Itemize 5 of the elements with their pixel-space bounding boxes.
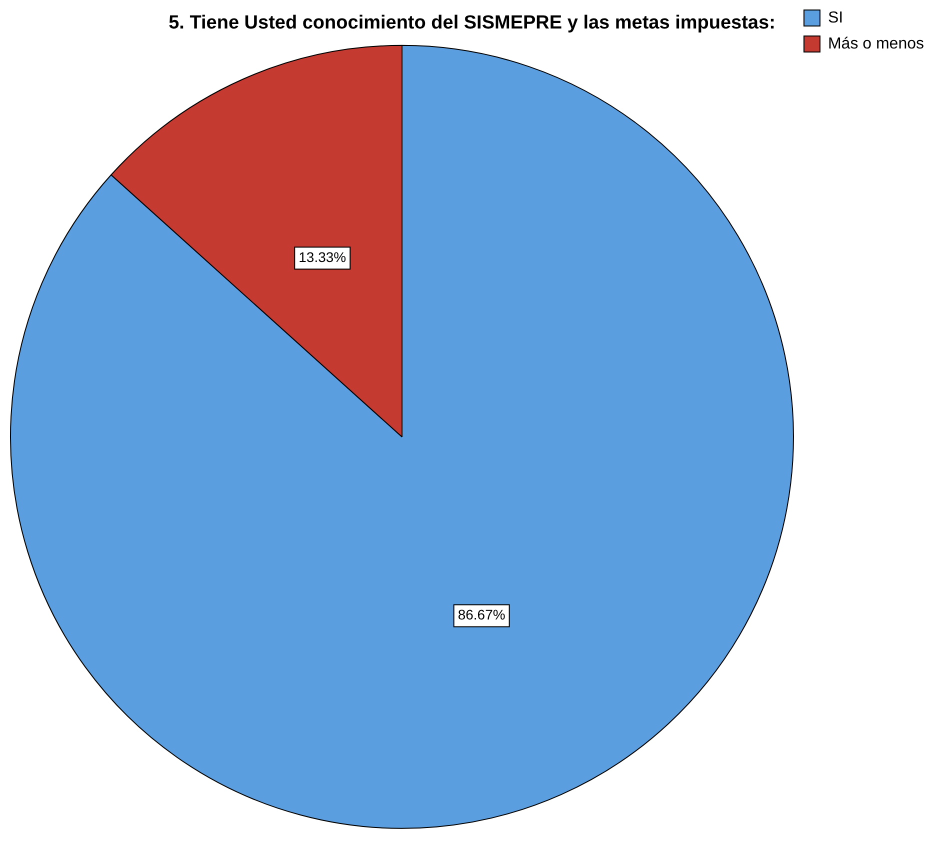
chart-title: 5. Tiene Usted conocimiento del SISMEPRE y las metas impuestas:: [168, 12, 776, 34]
legend-label: Más o menos: [828, 35, 924, 52]
data-label: 86.67%: [458, 606, 506, 623]
data-label: 13.33%: [298, 248, 346, 265]
legend-label: SI: [828, 9, 844, 26]
